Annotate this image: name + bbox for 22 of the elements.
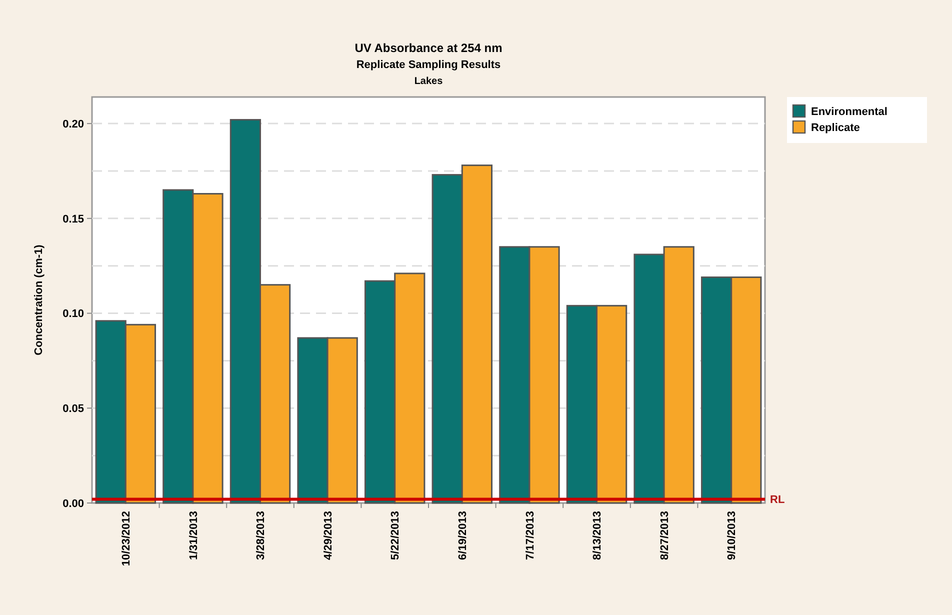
chart-subtitle: Replicate Sampling Results [356,59,501,71]
x-tick-label: 5/22/2013 [390,511,402,560]
x-tick-label: 8/27/2013 [658,511,671,560]
legend-label: Environmental [811,106,888,118]
x-tick-label: 4/29/2013 [322,511,334,560]
y-tick-label: 0.05 [62,402,84,415]
y-tick-label: 0.10 [62,308,84,320]
x-tick-label: 1/31/2013 [188,511,200,560]
x-tick-label: 9/10/2013 [726,511,738,560]
x-tick-label: 10/23/2012 [120,511,132,566]
legend-label: Replicate [811,122,860,134]
ref-line-label: RL [770,494,785,506]
y-axis-title: Concentration (cm-1) [33,244,45,356]
x-tick-label: 7/17/2013 [524,511,536,560]
x-tick-label: 3/28/2013 [255,511,268,560]
chart-title: UV Absorbance at 254 nm [354,41,502,55]
text: Lakes [414,76,444,87]
x-tick-label: 6/19/2013 [457,511,469,560]
y-tick-label: 0.00 [62,498,84,510]
y-tick-label: 0.20 [62,118,84,130]
x-tick-label: 8/13/2013 [592,511,604,560]
y-tick-label: 0.15 [62,213,84,226]
